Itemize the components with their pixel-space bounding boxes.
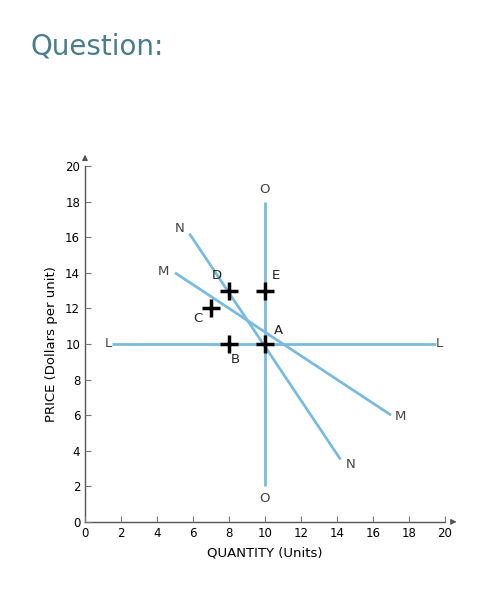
Text: M: M [158, 264, 170, 278]
Text: E: E [272, 269, 280, 282]
Text: O: O [260, 492, 270, 505]
Text: C: C [193, 312, 202, 325]
Text: L: L [436, 337, 444, 350]
X-axis label: QUANTITY (Units): QUANTITY (Units) [208, 547, 323, 560]
Text: N: N [346, 458, 356, 471]
Text: M: M [394, 410, 406, 423]
Text: O: O [260, 183, 270, 196]
Text: Question:: Question: [30, 33, 164, 60]
Text: N: N [174, 222, 184, 235]
Text: B: B [231, 353, 240, 366]
Text: L: L [105, 337, 112, 350]
Y-axis label: PRICE (Dollars per unit): PRICE (Dollars per unit) [45, 266, 58, 422]
Text: D: D [212, 269, 222, 282]
Text: A: A [274, 324, 283, 337]
